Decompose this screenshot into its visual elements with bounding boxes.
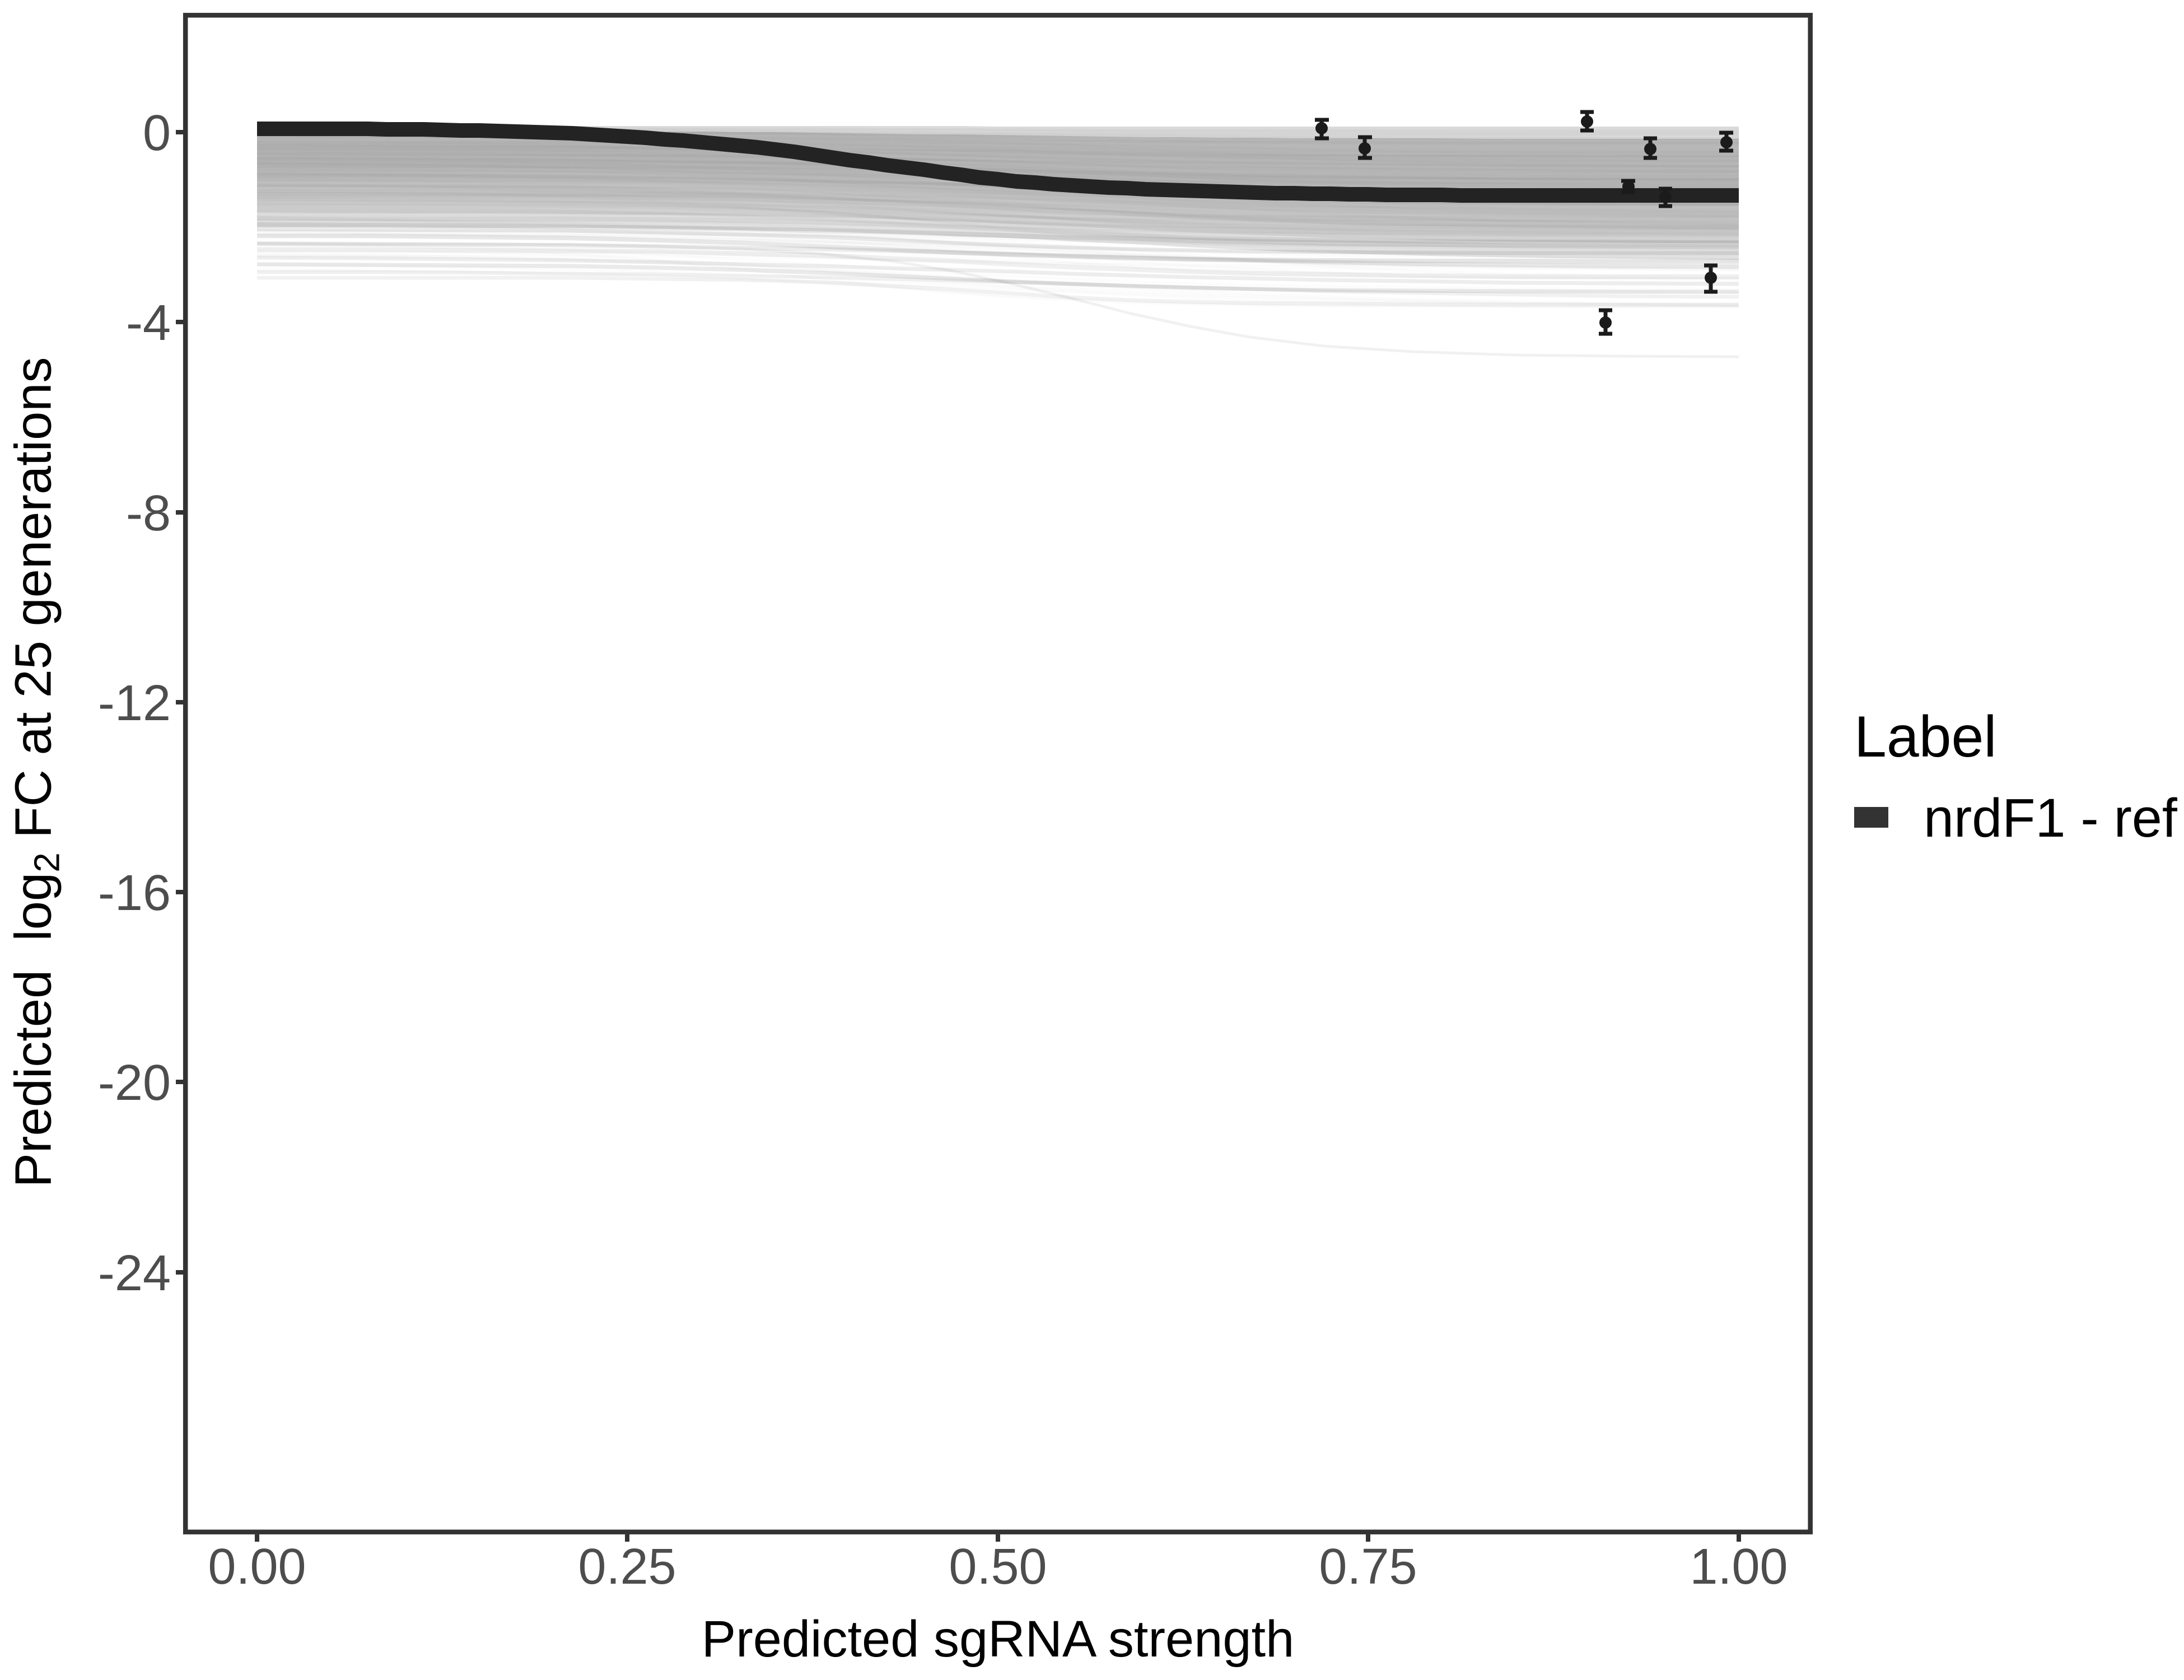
svg-text:-8: -8 (126, 486, 171, 542)
svg-text:-20: -20 (98, 1055, 171, 1111)
svg-text:Label: Label (1854, 704, 1996, 769)
svg-text:nrdF1 - ref: nrdF1 - ref (1924, 787, 2178, 848)
svg-text:0.00: 0.00 (208, 1539, 306, 1595)
svg-text:-12: -12 (98, 675, 171, 731)
svg-text:Predicted sgRNA strength: Predicted sgRNA strength (702, 1611, 1295, 1668)
svg-text:Predicted log2 FC at 25 gener: Predicted log2 FC at 25 generations (5, 357, 67, 1188)
svg-text:0.25: 0.25 (578, 1539, 676, 1595)
svg-text:-4: -4 (126, 295, 171, 351)
svg-text:0.75: 0.75 (1319, 1539, 1417, 1595)
svg-text:-24: -24 (98, 1245, 171, 1301)
svg-text:0: 0 (143, 105, 171, 161)
svg-text:0.50: 0.50 (949, 1539, 1047, 1595)
svg-text:1.00: 1.00 (1690, 1539, 1788, 1595)
svg-text:-16: -16 (98, 865, 171, 921)
